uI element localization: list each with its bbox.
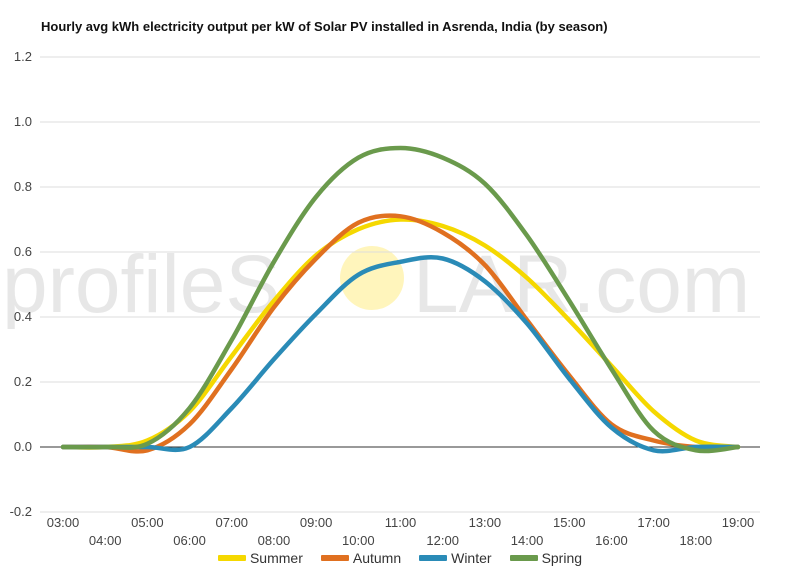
y-tick-label: 0.0: [14, 439, 32, 454]
x-tick-label: 03:00: [47, 515, 80, 530]
x-tick-label: 06:00: [173, 533, 206, 548]
legend-label: Autumn: [352, 550, 402, 566]
legend-swatch: [217, 555, 246, 561]
x-tick-label: 15:00: [553, 515, 586, 530]
x-tick-label: 12:00: [426, 533, 459, 548]
x-tick-label: 14:00: [511, 533, 544, 548]
x-tick-label: 05:00: [131, 515, 164, 530]
chart-title: Hourly avg kWh electricity output per kW…: [41, 19, 608, 34]
x-tick-label: 09:00: [300, 515, 333, 530]
legend-label: Summer: [249, 550, 303, 566]
y-axis-ticks: -0.2 0.0 0.2 0.4 0.6 0.8 1.0 1.2: [10, 49, 32, 519]
x-tick-label: 04:00: [89, 533, 122, 548]
x-axis-ticks: 03:00 04:00 05:00 06:00 07:00 08:00 09:00 10:00…: [47, 515, 755, 548]
line-chart: -0.2 0.0 0.2 0.4 0.6 0.8 1.0 1.2 03:00 04:00 05:0…: [10, 49, 760, 548]
y-tick-label: 0.6: [14, 244, 32, 259]
x-tick-label: 07:00: [215, 515, 248, 530]
x-tick-label: 08:00: [258, 533, 291, 548]
x-tick-label: 17:00: [637, 515, 670, 530]
series-line-autumn: [60, 213, 741, 454]
series-layer: [60, 145, 741, 454]
chart-legend: Summer Autumn Winter Spring: [0, 550, 800, 566]
x-tick-label: 10:00: [342, 533, 375, 548]
y-tick-label: 1.2: [14, 49, 32, 64]
legend-swatch: [320, 555, 349, 561]
series-line-summer: [60, 217, 741, 450]
y-tick-label: 1.0: [14, 114, 32, 129]
series-line-spring: [60, 145, 741, 454]
legend-swatch: [419, 555, 448, 561]
x-tick-label: 19:00: [722, 515, 755, 530]
x-tick-label: 11:00: [385, 515, 417, 530]
legend-item-summer[interactable]: Summer: [217, 550, 303, 566]
y-tick-label: 0.4: [14, 309, 32, 324]
y-tick-label: 0.2: [14, 374, 32, 389]
legend-item-autumn[interactable]: Autumn: [320, 550, 402, 566]
x-tick-label: 16:00: [595, 533, 628, 548]
y-tick-label: -0.2: [10, 504, 32, 519]
legend-item-spring[interactable]: Spring: [509, 550, 583, 566]
legend-swatch: [509, 555, 538, 561]
legend-item-winter[interactable]: Winter: [419, 550, 492, 566]
y-tick-label: 0.8: [14, 179, 32, 194]
x-tick-label: 18:00: [680, 533, 713, 548]
legend-label: Winter: [451, 550, 492, 566]
series-line-winter: [60, 255, 741, 454]
legend-label: Spring: [541, 550, 583, 566]
x-tick-label: 13:00: [469, 515, 502, 530]
